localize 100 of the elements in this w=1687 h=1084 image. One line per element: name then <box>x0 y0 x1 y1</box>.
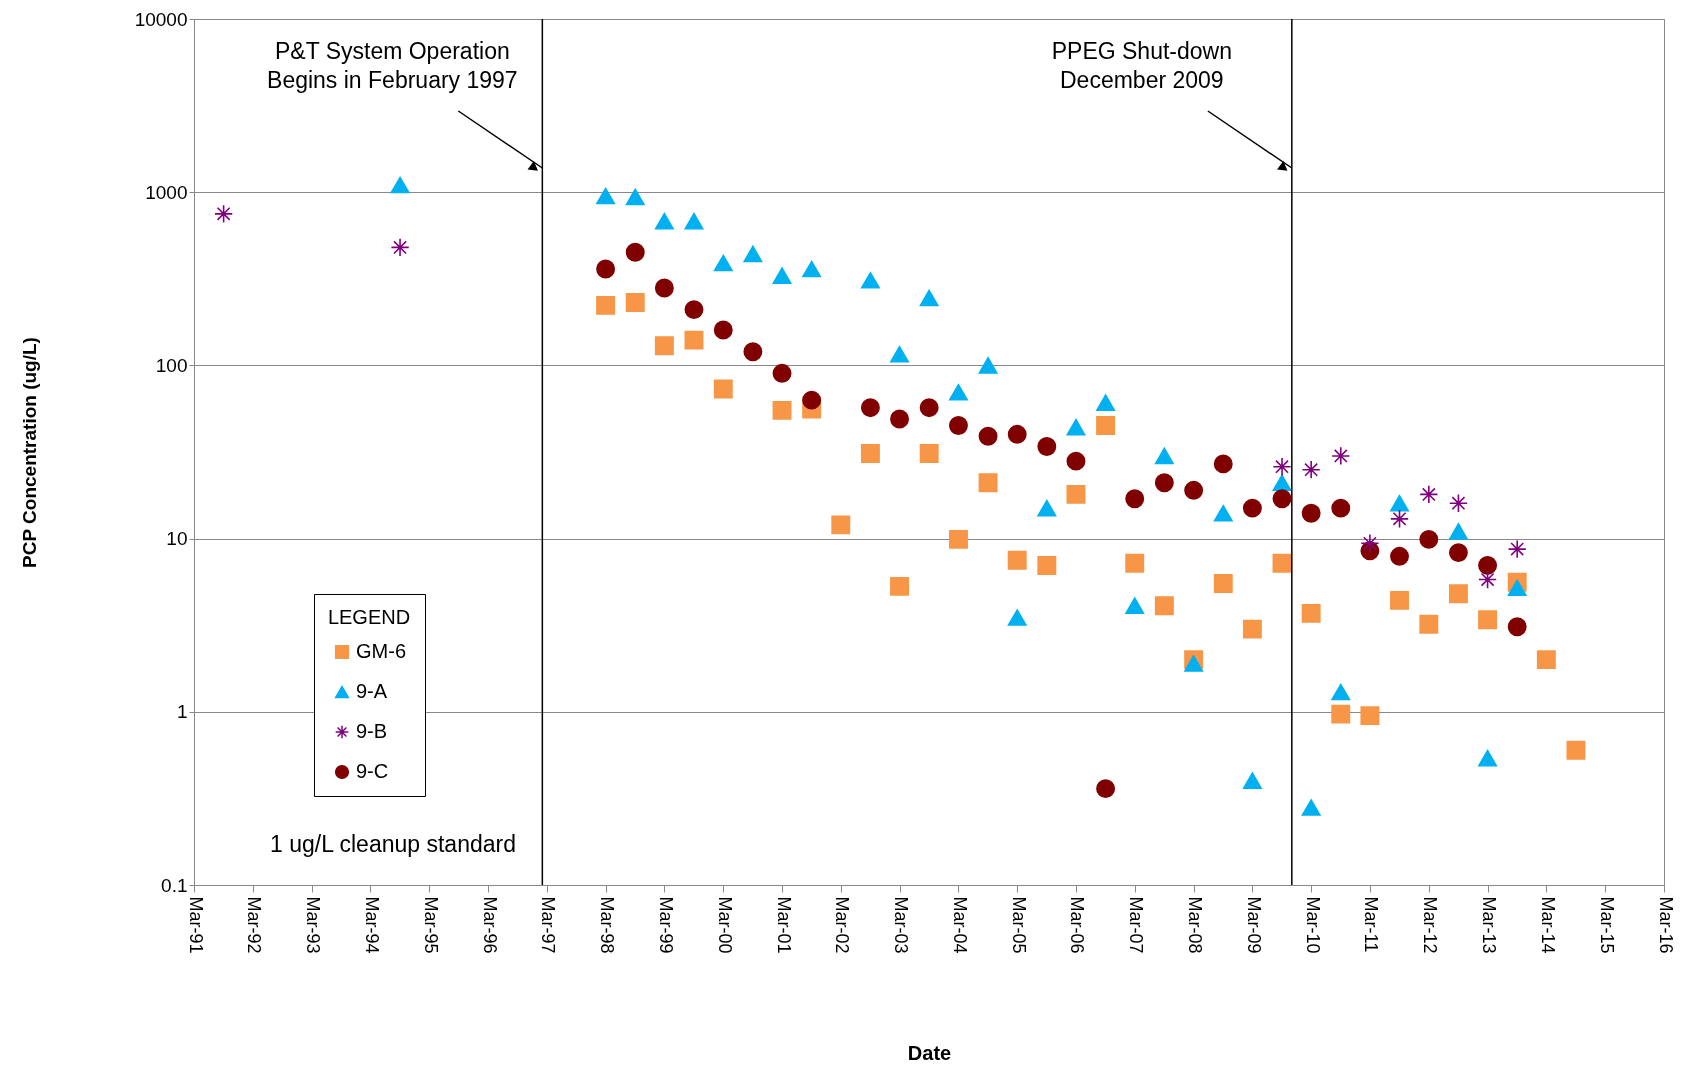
point <box>1390 546 1409 566</box>
point <box>390 176 410 194</box>
x-tick-label: Mar-05 <box>1008 896 1029 954</box>
point <box>949 529 968 549</box>
point <box>1272 457 1292 477</box>
point <box>1096 779 1116 799</box>
x-tick-label: Mar-00 <box>714 896 735 954</box>
legend-label: GM-6 <box>356 640 406 662</box>
point <box>949 383 968 401</box>
point <box>1213 454 1233 474</box>
point <box>1066 484 1086 504</box>
legend-title: LEGEND <box>327 606 411 628</box>
point <box>1507 579 1527 597</box>
point <box>1213 574 1233 594</box>
point <box>1184 655 1204 672</box>
point <box>214 204 234 224</box>
point <box>1184 480 1204 500</box>
legend-label: 9-C <box>356 760 389 782</box>
point <box>1066 451 1086 471</box>
x-tick-label: Mar-15 <box>1596 896 1617 954</box>
x-tick-label: Mar-02 <box>832 896 853 954</box>
point <box>1390 590 1409 610</box>
y-tick-label: 100 <box>155 354 188 376</box>
x-tick-label: Mar-04 <box>949 896 970 954</box>
point <box>625 188 645 206</box>
point <box>978 473 998 493</box>
point <box>978 426 998 446</box>
x-tick-label: Mar-93 <box>303 896 324 954</box>
legend-label: 9-B <box>356 720 388 742</box>
point <box>890 345 909 363</box>
point <box>860 272 880 289</box>
y-axis-title: PCP Concentration (ug/L) <box>18 337 40 568</box>
x-tick-label: Mar-91 <box>185 896 206 954</box>
point <box>390 237 410 257</box>
x-tick-label: Mar-10 <box>1302 896 1323 954</box>
point <box>1125 553 1145 573</box>
x-tick-label: Mar-01 <box>773 896 794 954</box>
point <box>1272 474 1292 492</box>
point <box>1536 650 1556 670</box>
point <box>654 278 674 298</box>
y-tick-label: 0.1 <box>161 874 188 896</box>
point <box>1125 597 1145 614</box>
point <box>890 409 909 429</box>
point <box>1007 609 1027 626</box>
point <box>860 444 880 463</box>
point <box>1448 523 1468 540</box>
x-tick-label: Mar-13 <box>1479 896 1500 954</box>
point <box>1007 550 1027 570</box>
point <box>1448 493 1468 513</box>
point <box>1331 498 1351 518</box>
x-axis-title: Date <box>907 1041 952 1064</box>
point <box>949 416 968 435</box>
point <box>1419 529 1439 549</box>
point <box>1331 704 1351 724</box>
point <box>1390 509 1409 529</box>
point <box>802 260 822 278</box>
point <box>919 444 939 463</box>
x-tick-label: Mar-12 <box>1420 896 1441 954</box>
legend-label: 9-A <box>356 680 388 702</box>
x-tick-label: Mar-11 <box>1361 896 1382 953</box>
point <box>625 292 645 312</box>
point <box>1213 504 1233 522</box>
point <box>1037 555 1057 575</box>
point <box>596 259 616 279</box>
ref-line-label: PPEG Shut-down December 2009 <box>1051 38 1232 93</box>
x-tick-label: Mar-06 <box>1067 896 1088 954</box>
point <box>1301 603 1321 623</box>
point <box>1478 570 1498 590</box>
x-tick-label: Mar-92 <box>244 896 265 954</box>
point <box>1037 499 1057 517</box>
x-tick-label: Mar-03 <box>891 896 912 954</box>
point <box>1390 494 1409 512</box>
point <box>772 400 792 420</box>
point <box>1242 498 1262 518</box>
point <box>1419 484 1439 504</box>
annotation: 1 ug/L cleanup standard <box>270 831 516 857</box>
x-tick-label: Mar-14 <box>1537 896 1558 954</box>
point <box>860 398 880 418</box>
point <box>596 295 616 315</box>
point <box>684 300 704 320</box>
point <box>1154 596 1174 616</box>
x-tick-label: Mar-98 <box>597 896 618 954</box>
point <box>684 212 704 230</box>
x-tick-label: Mar-99 <box>655 896 676 954</box>
point <box>1478 610 1498 630</box>
point <box>1242 772 1262 790</box>
point <box>1448 543 1468 563</box>
x-tick-label: Mar-16 <box>1655 896 1676 954</box>
x-tick-label: Mar-07 <box>1126 896 1147 954</box>
point <box>1272 489 1292 509</box>
point <box>1096 416 1116 435</box>
point <box>1419 614 1439 634</box>
point <box>1301 460 1321 480</box>
x-tick-label: Mar-09 <box>1243 896 1264 954</box>
point <box>1242 619 1262 639</box>
y-tick-label: 1000 <box>145 181 188 203</box>
point <box>1360 706 1380 726</box>
x-tick-label: Mar-94 <box>361 896 382 954</box>
point <box>1037 437 1057 456</box>
point <box>1331 683 1351 701</box>
